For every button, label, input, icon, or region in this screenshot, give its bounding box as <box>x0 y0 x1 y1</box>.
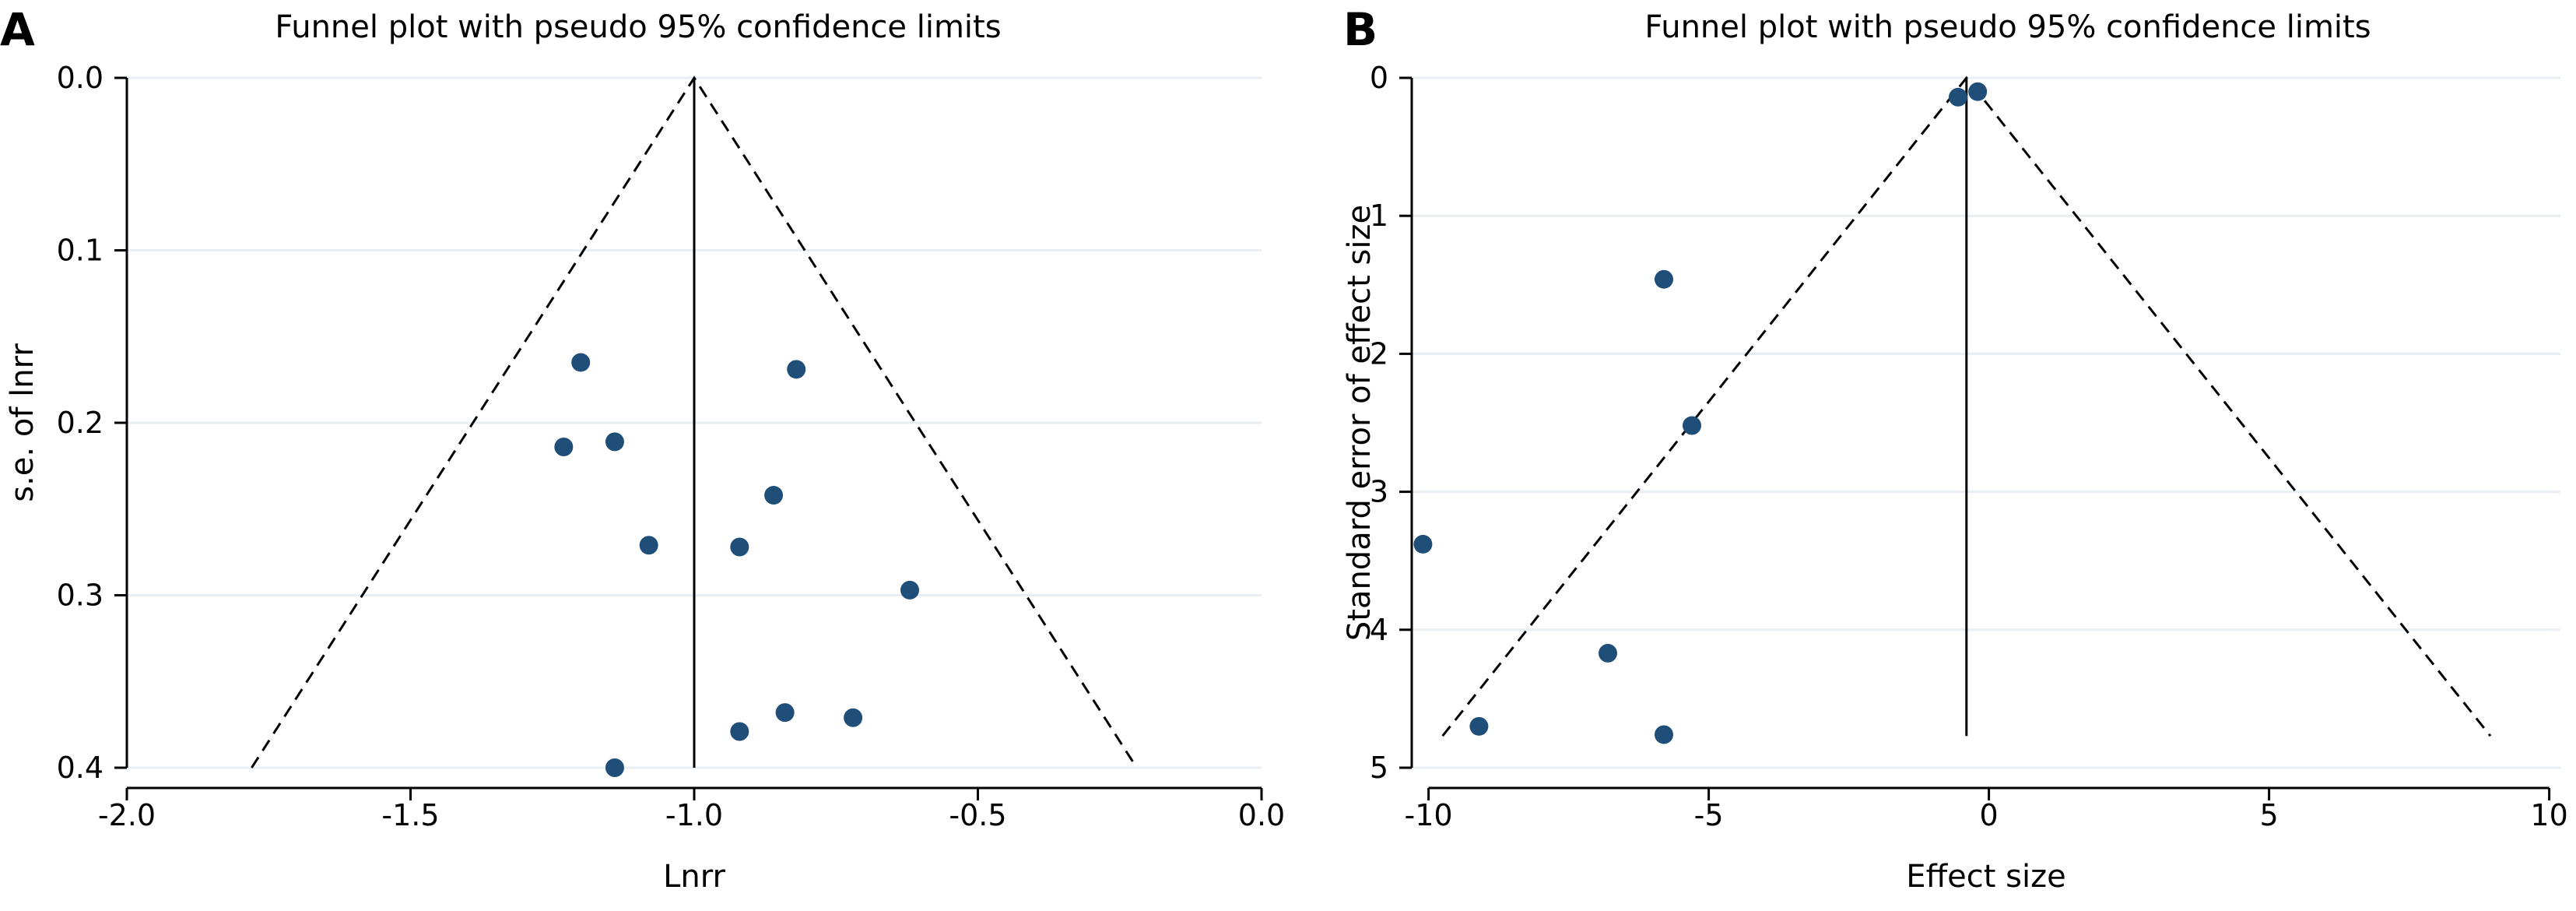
y-tick-label: 0.2 <box>57 406 104 440</box>
data-point <box>1599 643 1617 663</box>
data-point <box>764 486 784 505</box>
y-tick-label: 0.1 <box>57 234 104 268</box>
y-tick-label: 1 <box>1370 199 1388 233</box>
data-point <box>554 438 574 457</box>
data-point <box>775 703 795 723</box>
y-tick-label: 4 <box>1370 613 1388 647</box>
data-point <box>787 360 806 379</box>
x-tick-label: 0.0 <box>1238 798 1285 832</box>
y-tick-label: 0.0 <box>57 61 104 95</box>
panel-a: A Funnel plot with pseudo 95% confidence … <box>0 3 1285 895</box>
data-point <box>1469 716 1489 736</box>
y-tick-label: 3 <box>1370 475 1388 509</box>
y-tick-label: 0.4 <box>57 751 104 785</box>
y-tick-label: 5 <box>1370 751 1388 785</box>
data-point <box>1949 87 1967 107</box>
data-point <box>1655 725 1673 744</box>
x-tick-label: -5 <box>1694 798 1724 832</box>
x-tick-label: -2.0 <box>98 798 156 832</box>
y-tick-label: 0 <box>1370 61 1388 95</box>
data-point <box>605 758 624 777</box>
y-axis-label: s.e. of lnrr <box>5 343 40 502</box>
x-tick-label: -0.5 <box>949 798 1006 832</box>
x-tick-label: 0 <box>1980 798 1999 832</box>
panel-letter: B <box>1343 3 1377 56</box>
x-tick-label: -1.0 <box>665 798 723 832</box>
panel-b: B Funnel plot with pseudo 95% confidence … <box>1342 3 2568 895</box>
x-tick-label: -10 <box>1405 798 1453 832</box>
data-point <box>1968 82 1988 101</box>
data-point <box>1683 416 1701 435</box>
data-point <box>571 353 591 372</box>
y-tick-label: 0.3 <box>57 579 104 613</box>
chart-title: Funnel plot with pseudo 95% confidence l… <box>275 9 1001 45</box>
x-tick-label: 10 <box>2530 798 2567 832</box>
x-tick-label: 5 <box>2260 798 2279 832</box>
data-point <box>900 580 920 600</box>
panel-letter: A <box>0 3 35 56</box>
chart-title: Funnel plot with pseudo 95% confidence l… <box>1644 9 2371 45</box>
y-axis-label: Standard error of effect size <box>1342 205 1377 641</box>
data-point <box>1655 269 1673 289</box>
x-axis-label: Effect size <box>1906 859 2065 895</box>
y-tick-label: 2 <box>1370 336 1388 371</box>
data-point <box>730 537 749 557</box>
x-axis-label: Lnrr <box>663 859 725 895</box>
x-tick-label: -1.5 <box>381 798 439 832</box>
data-point <box>639 536 658 555</box>
data-point <box>1413 534 1433 554</box>
data-point <box>605 432 624 452</box>
data-point <box>844 708 863 727</box>
data-point <box>730 722 749 741</box>
